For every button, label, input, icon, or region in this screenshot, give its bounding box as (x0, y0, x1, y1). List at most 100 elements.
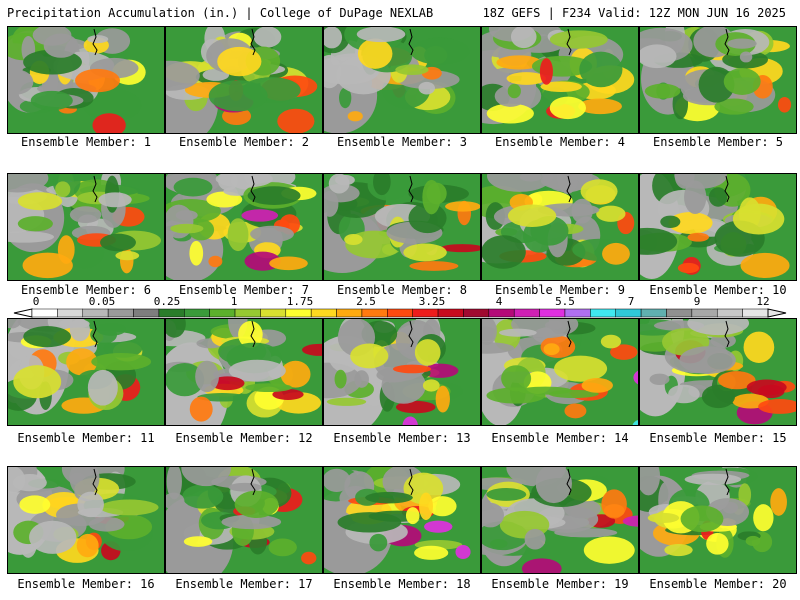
colorbar-segment (82, 308, 109, 318)
precipitation-field (324, 27, 480, 133)
colorbar-tick-label: 4 (495, 295, 503, 308)
colorbar-segment (539, 308, 566, 318)
ensemble-member-label: Ensemble Member: 14 (491, 431, 629, 445)
colorbar-segment (234, 308, 261, 318)
precipitation-field (8, 174, 164, 280)
map-title: Precipitation Accumulation (in.) | Colle… (7, 6, 434, 20)
colorbar-segment (387, 308, 413, 318)
precipitation-field (166, 174, 322, 280)
ensemble-member-map (481, 173, 639, 281)
precipitation-field (640, 319, 796, 425)
run-valid-time: 18Z GEFS | F234 Valid: 12Z MON JUN 16 20… (482, 6, 786, 20)
colorbar-segment (488, 308, 515, 318)
colorbar-segment (158, 308, 185, 318)
ensemble-member-label: Ensemble Member: 8 (336, 283, 468, 297)
colorbar-tick-label: 1 (230, 295, 238, 308)
colorbar-segment (564, 308, 591, 318)
colorbar-segment (640, 308, 667, 318)
ensemble-member-label: Ensemble Member: 2 (178, 135, 310, 149)
colorbar-tick-label: 2.5 (356, 295, 376, 308)
ensemble-member-label: Ensemble Member: 17 (175, 577, 313, 591)
ensemble-member-label: Ensemble Member: 9 (494, 283, 626, 297)
colorbar-segment (463, 308, 490, 318)
ensemble-member-label: Ensemble Member: 5 (652, 135, 784, 149)
colorbar-segment (666, 308, 693, 318)
colorbar-segment (336, 308, 363, 318)
precipitation-field (640, 27, 796, 133)
colorbar-tick-label: 5.5 (555, 295, 575, 308)
ensemble-member-map (481, 26, 639, 134)
precipitation-field (166, 27, 322, 133)
ensemble-member-label: Ensemble Member: 12 (175, 431, 313, 445)
ensemble-member-label: Ensemble Member: 19 (491, 577, 629, 591)
ensemble-member-map (323, 466, 481, 574)
ensemble-member-map (7, 26, 165, 134)
precipitation-field (640, 467, 796, 573)
colorbar-tick-label: 12 (756, 295, 770, 308)
ensemble-member-map (323, 318, 481, 426)
colorbar-segment (184, 308, 210, 318)
ensemble-member-map (639, 466, 797, 574)
ensemble-member-label: Ensemble Member: 16 (17, 577, 155, 591)
colorbar-high-arrow (767, 308, 787, 318)
colorbar-tick-label: 0 (32, 295, 40, 308)
precipitation-field (8, 467, 164, 573)
colorbar-segment (260, 308, 287, 318)
colorbar-segment (310, 308, 337, 318)
precipitation-field (166, 467, 322, 573)
precipitation-colorbar (13, 308, 787, 318)
precipitation-field (166, 319, 322, 425)
colorbar-segment (742, 308, 769, 318)
colorbar-segment (133, 308, 160, 318)
colorbar-segment (107, 308, 134, 318)
ensemble-member-map (165, 26, 323, 134)
ensemble-member-label: Ensemble Member: 1 (20, 135, 152, 149)
colorbar-segment (412, 308, 439, 318)
ensemble-member-label: Ensemble Member: 4 (494, 135, 626, 149)
colorbar-tick-label: 0.05 (88, 295, 116, 308)
colorbar-segment (31, 308, 58, 318)
precipitation-field (324, 319, 480, 425)
ensemble-member-map (323, 26, 481, 134)
ensemble-member-map (323, 173, 481, 281)
precipitation-field (640, 174, 796, 280)
colorbar-segment (513, 308, 540, 318)
colorbar-segment (209, 308, 236, 318)
ensemble-member-map (639, 173, 797, 281)
ensemble-member-map (7, 466, 165, 574)
precipitation-field (324, 174, 480, 280)
colorbar-tick-label: 1.75 (286, 295, 314, 308)
ensemble-member-map (7, 173, 165, 281)
colorbar-tick-label: 3.25 (418, 295, 446, 308)
ensemble-member-label: Ensemble Member: 6 (20, 283, 152, 297)
ensemble-member-map (639, 26, 797, 134)
precipitation-field (482, 27, 638, 133)
colorbar-low-arrow (13, 308, 33, 318)
precipitation-field (8, 27, 164, 133)
colorbar-segment (361, 308, 388, 318)
ensemble-member-label: Ensemble Member: 15 (649, 431, 787, 445)
colorbar-segment (590, 308, 616, 318)
colorbar-segment (716, 308, 743, 318)
precipitation-field (482, 319, 638, 425)
colorbar-tick-label: 9 (693, 295, 701, 308)
ensemble-member-label: Ensemble Member: 20 (649, 577, 787, 591)
colorbar-segment (57, 308, 84, 318)
precipitation-field (324, 467, 480, 573)
ensemble-member-label: Ensemble Member: 13 (333, 431, 471, 445)
ensemble-member-label: Ensemble Member: 7 (178, 283, 310, 297)
ensemble-member-map (165, 173, 323, 281)
ensemble-member-map (639, 318, 797, 426)
ensemble-member-label: Ensemble Member: 11 (17, 431, 155, 445)
precipitation-field (8, 319, 164, 425)
ensemble-member-map (7, 318, 165, 426)
colorbar-tick-label: 0.25 (153, 295, 181, 308)
colorbar-segment (437, 308, 464, 318)
precipitation-field (482, 174, 638, 280)
ensemble-member-map (165, 466, 323, 574)
colorbar-segment (285, 308, 312, 318)
colorbar-segment (691, 308, 718, 318)
ensemble-member-map (165, 318, 323, 426)
ensemble-member-label: Ensemble Member: 3 (336, 135, 468, 149)
ensemble-member-label: Ensemble Member: 10 (649, 283, 787, 297)
